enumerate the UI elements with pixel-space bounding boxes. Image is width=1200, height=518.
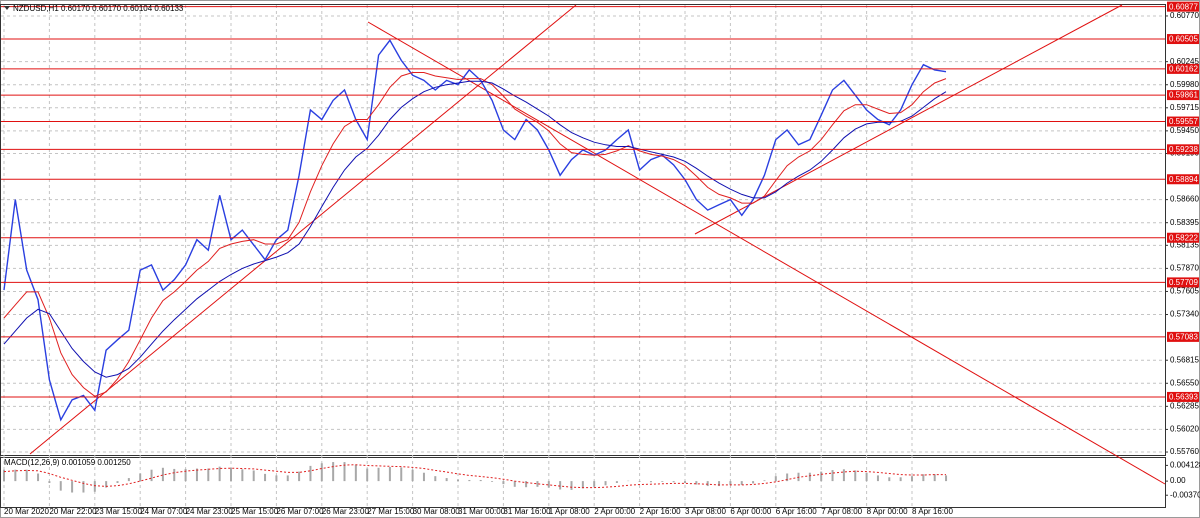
x-tick-label: 31 Mar 16:00 xyxy=(503,507,551,516)
grid xyxy=(1,5,1165,507)
y-tick-label: 0.58135 xyxy=(1170,240,1199,249)
level-label: 0.60505 xyxy=(1169,35,1198,44)
trend-line xyxy=(29,4,577,455)
x-tick-label: 31 Mar 00:00 xyxy=(458,507,506,516)
y-tick-label: 0.60245 xyxy=(1170,57,1199,66)
level-label: 0.58222 xyxy=(1169,233,1198,242)
y-tick-label: 0.57340 xyxy=(1170,310,1199,319)
x-tick-label: 30 Mar 08:00 xyxy=(413,507,461,516)
x-tick-label: 2 Apr 00:00 xyxy=(594,507,635,516)
y-tick-label: 0.56815 xyxy=(1170,355,1199,364)
level-tag xyxy=(1167,116,1199,127)
y-tick-label: 0.00 xyxy=(1170,476,1186,485)
x-tick-label: 24 Mar 07:00 xyxy=(140,507,188,516)
y-tick-label: 0.56550 xyxy=(1170,378,1199,387)
y-tick-label: -0.003707 xyxy=(1170,490,1200,499)
main-pane xyxy=(0,4,1166,456)
x-tick-label: 8 Apr 16:00 xyxy=(912,507,953,516)
x-tick-label: 6 Apr 00:00 xyxy=(730,507,771,516)
x-tick-label: 1 Apr 08:00 xyxy=(549,507,590,516)
y-tick-label: 0.59450 xyxy=(1170,126,1199,135)
level-tag xyxy=(1167,90,1199,101)
macd-pane xyxy=(0,457,1166,508)
level-label: 0.59238 xyxy=(1169,145,1198,154)
level-label: 0.59557 xyxy=(1169,117,1198,126)
chart-title: NZDUSD,H1 0.60170 0.60170 0.60104 0.6013… xyxy=(13,4,184,13)
trend-line xyxy=(367,21,1166,485)
menu-icon[interactable] xyxy=(4,6,10,10)
macd-title: MACD(12,26,9) 0.001059 0.001250 xyxy=(4,458,131,467)
level-label: 0.60877 xyxy=(1169,2,1198,11)
level-tag xyxy=(1167,331,1199,342)
x-tick-label: 7 Apr 08:00 xyxy=(821,507,862,516)
price-line xyxy=(3,80,947,378)
y-tick-label: 0.58660 xyxy=(1170,195,1199,204)
y-tick-label: 0.004128 xyxy=(1170,461,1200,470)
price-line xyxy=(3,39,947,422)
level-label: 0.58894 xyxy=(1169,175,1198,184)
x-tick-label: 20 Mar 2020 xyxy=(4,507,49,516)
y-tick-label: 0.59980 xyxy=(1170,80,1199,89)
x-tick-label: 3 Apr 08:00 xyxy=(685,507,726,516)
level-tag xyxy=(1167,174,1199,185)
y-tick-label: 0.57605 xyxy=(1170,287,1199,296)
level-tag xyxy=(1167,63,1199,74)
level-label: 0.59861 xyxy=(1169,91,1198,100)
level-tag xyxy=(1167,1,1199,12)
y-tick-label: 0.56285 xyxy=(1170,401,1199,410)
y-tick-label: 0.57870 xyxy=(1170,263,1199,272)
y-tick-label: 0.58395 xyxy=(1170,218,1199,227)
level-tag xyxy=(1167,232,1199,243)
level-tag xyxy=(1167,391,1199,402)
level-label: 0.57709 xyxy=(1169,278,1198,287)
level-label: 0.60162 xyxy=(1169,64,1198,73)
x-tick-label: 8 Apr 00:00 xyxy=(867,507,908,516)
trend-lines xyxy=(29,4,1166,485)
x-tick-label: 26 Mar 07:00 xyxy=(276,507,324,516)
x-tick-label: 23 Mar 15:00 xyxy=(95,507,143,516)
x-tick-label: 26 Mar 23:00 xyxy=(322,507,370,516)
level-tag xyxy=(1167,34,1199,45)
x-tick-label: 2 Apr 16:00 xyxy=(640,507,681,516)
y-tick-label: 0.56020 xyxy=(1170,425,1199,434)
trend-line xyxy=(694,4,1123,235)
y-tick-label: 0.60770 xyxy=(1170,11,1199,20)
x-tick-label: 20 Mar 22:00 xyxy=(49,507,97,516)
level-label: 0.56393 xyxy=(1169,393,1198,402)
x-tick-label: 27 Mar 15:00 xyxy=(367,507,415,516)
x-tick-label: 25 Mar 15:00 xyxy=(231,507,279,516)
x-tick-label: 24 Mar 23:00 xyxy=(186,507,234,516)
y-tick-label: 0.55760 xyxy=(1170,447,1199,456)
x-tick-label: 6 Apr 16:00 xyxy=(776,507,817,516)
level-tag xyxy=(1167,144,1199,155)
y-tick-label: 0.59715 xyxy=(1170,103,1199,112)
price-line xyxy=(3,72,947,397)
marks xyxy=(1,6,1165,493)
level-label: 0.57083 xyxy=(1169,332,1198,341)
level-tag xyxy=(1167,277,1199,288)
signal-line xyxy=(3,464,946,489)
